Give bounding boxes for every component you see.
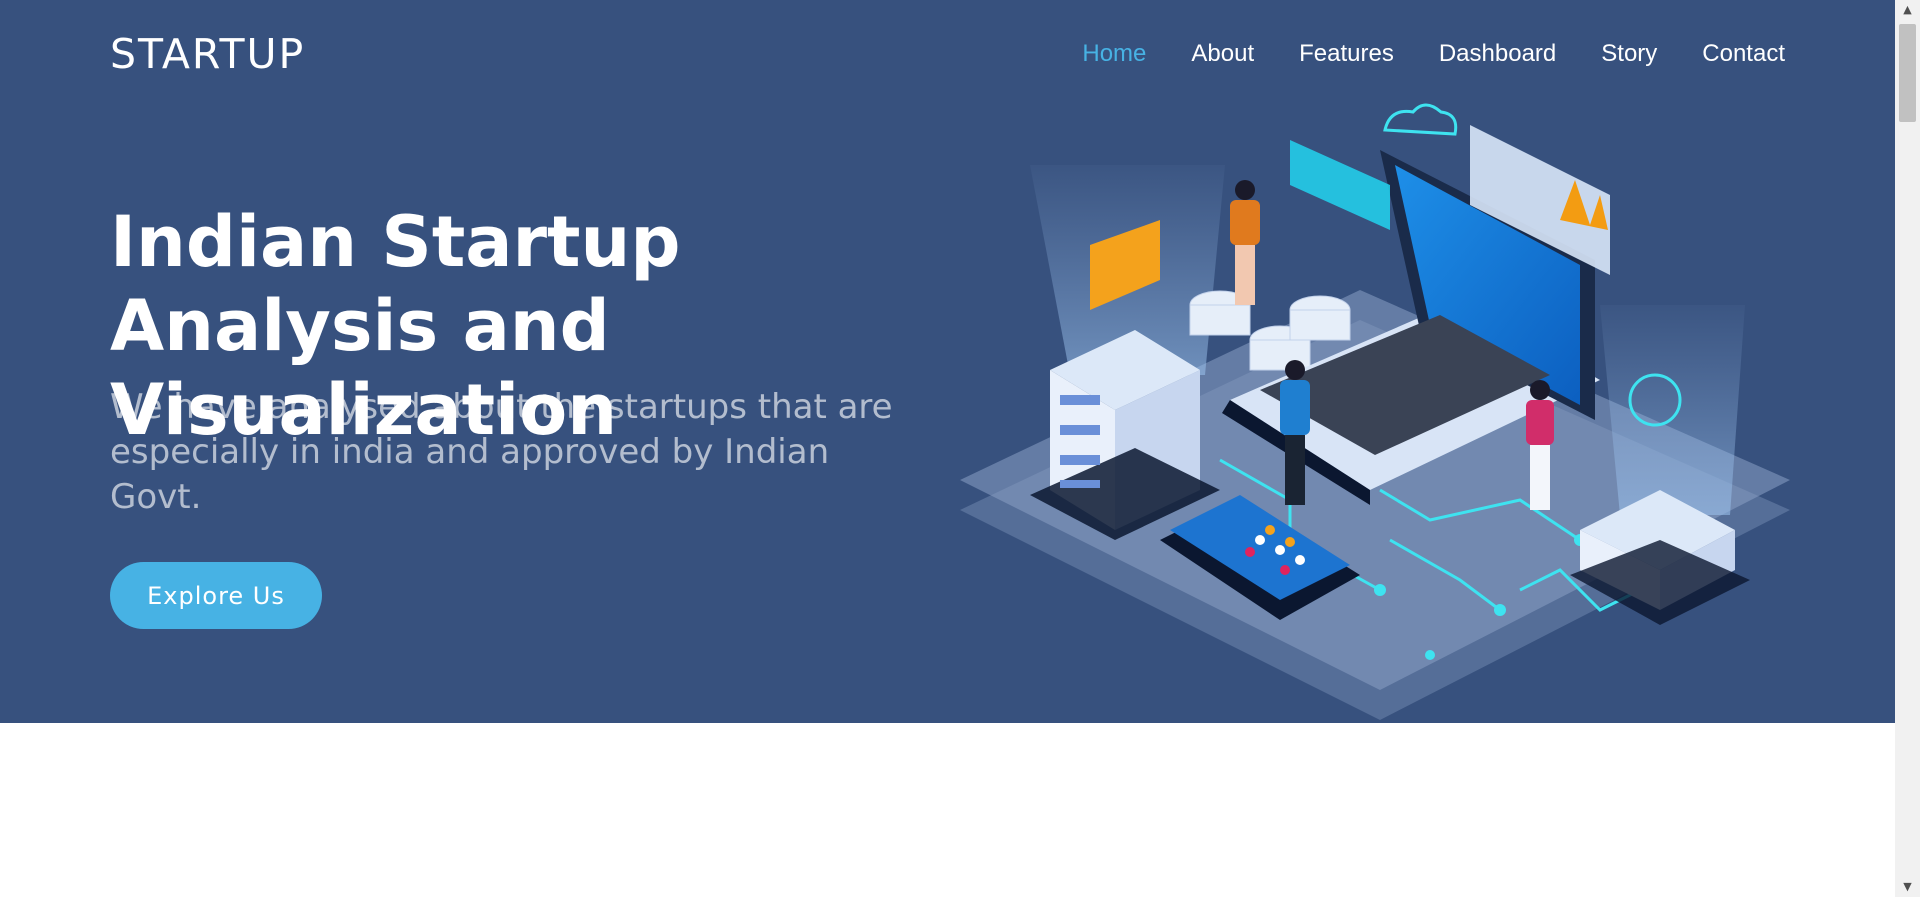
chevron-up-icon[interactable]: ▲: [1903, 3, 1912, 16]
floating-chart-panel: [1470, 125, 1610, 275]
laptop: [1222, 150, 1600, 505]
scrollbar-thumb[interactable]: [1899, 24, 1916, 122]
chevron-down-icon[interactable]: ▼: [1903, 880, 1912, 893]
nav-features[interactable]: Features: [1299, 40, 1394, 67]
database-cylinders: [1189, 290, 1351, 371]
wifi-icon: [1628, 373, 1682, 427]
person-man: [1280, 360, 1310, 505]
nav-contact[interactable]: Contact: [1702, 40, 1785, 67]
hero-title: Indian Startup Analysis and Visualizatio…: [110, 201, 681, 451]
server-rack-right: [1570, 490, 1750, 625]
nav-home[interactable]: Home: [1082, 40, 1147, 67]
smartphone: [1160, 495, 1360, 620]
brand-logo[interactable]: STARTUP: [110, 30, 306, 78]
envelope-icon: [1090, 220, 1160, 310]
hero-illustration: [960, 103, 1790, 720]
server-rack-left: [1030, 330, 1220, 540]
main-nav: Home About Features Dashboard Story Cont…: [1037, 40, 1785, 68]
person-woman-top: [1230, 180, 1260, 305]
nav-story[interactable]: Story: [1601, 40, 1658, 67]
nav-about[interactable]: About: [1191, 40, 1255, 67]
person-woman-right: [1526, 380, 1554, 510]
hero-section: STARTUP Home About Features Dashboard St…: [0, 0, 1895, 723]
nav-dashboard[interactable]: Dashboard: [1438, 40, 1557, 67]
page-scrollbar[interactable]: ▲ ▼: [1895, 0, 1920, 897]
explore-us-button[interactable]: Explore Us: [110, 562, 322, 629]
hero-subtitle: We have analysed about the startups that…: [110, 387, 893, 517]
cloud-icon: [1383, 103, 1458, 136]
